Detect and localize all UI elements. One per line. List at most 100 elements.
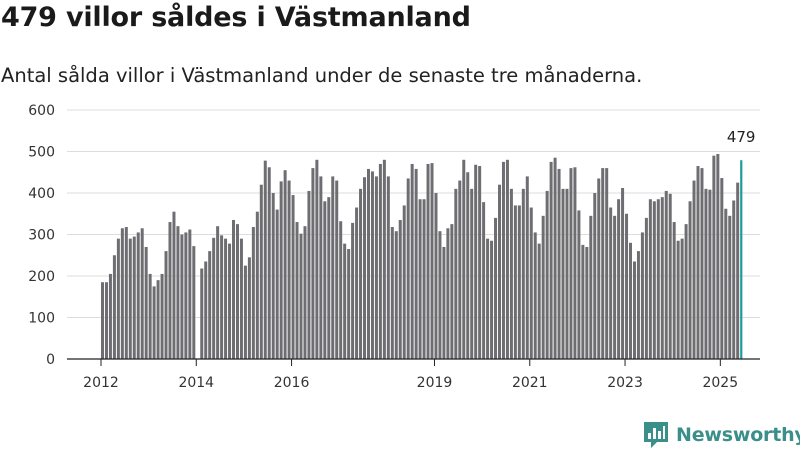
bar bbox=[430, 163, 434, 359]
bar bbox=[239, 238, 243, 359]
bar bbox=[259, 184, 263, 359]
bar bbox=[359, 188, 363, 359]
bar bbox=[613, 215, 617, 359]
chart-subtitle: Antal sålda villor i Västmanland under d… bbox=[1, 64, 643, 87]
bar bbox=[180, 234, 184, 359]
bar bbox=[700, 168, 704, 359]
y-axis-ticks: 0 100 200 300 400 500 600 bbox=[28, 103, 55, 368]
bar bbox=[541, 215, 545, 359]
bar bbox=[486, 238, 490, 359]
bar bbox=[220, 235, 224, 359]
bar bbox=[724, 208, 728, 359]
newsworthy-logo-text: Newsworthy bbox=[676, 424, 800, 446]
bar bbox=[144, 246, 148, 359]
bar bbox=[303, 226, 307, 359]
bar bbox=[263, 160, 267, 359]
bar bbox=[688, 201, 692, 359]
bar bbox=[283, 170, 287, 359]
bar bbox=[136, 232, 140, 359]
bar bbox=[434, 193, 438, 359]
bar bbox=[450, 224, 454, 360]
bar bbox=[482, 202, 486, 359]
bar bbox=[632, 261, 636, 359]
bar bbox=[656, 199, 660, 359]
bar bbox=[525, 176, 529, 359]
bar bbox=[557, 168, 561, 359]
bar bbox=[295, 222, 299, 359]
bar bbox=[212, 237, 216, 359]
bar bbox=[255, 211, 259, 359]
bar bbox=[315, 159, 319, 359]
bar bbox=[363, 177, 367, 359]
bar bbox=[454, 188, 458, 359]
y-tick-label: 300 bbox=[28, 228, 55, 244]
bar bbox=[160, 273, 164, 359]
bar bbox=[347, 249, 351, 359]
bar bbox=[414, 168, 418, 359]
bar bbox=[621, 188, 625, 359]
bar bbox=[490, 240, 494, 359]
y-tick-label: 400 bbox=[28, 186, 55, 202]
bar bbox=[652, 201, 656, 359]
bar bbox=[593, 193, 597, 359]
bar bbox=[561, 188, 565, 359]
y-tick-label: 500 bbox=[28, 145, 55, 161]
bar bbox=[101, 282, 104, 359]
bar bbox=[132, 236, 136, 359]
bar bbox=[247, 257, 251, 359]
bar bbox=[442, 246, 446, 359]
y-tick-label: 0 bbox=[46, 352, 55, 368]
bar bbox=[466, 172, 470, 359]
bar bbox=[680, 238, 684, 359]
bar bbox=[232, 219, 236, 359]
bar bbox=[660, 197, 664, 359]
bar bbox=[299, 233, 303, 359]
bar bbox=[128, 238, 132, 359]
x-tick-label: 2021 bbox=[512, 375, 548, 391]
bar bbox=[625, 213, 629, 359]
bar bbox=[406, 178, 410, 359]
bar bbox=[577, 210, 581, 359]
bar-highlight bbox=[740, 160, 743, 359]
bar bbox=[418, 199, 422, 359]
bar bbox=[339, 221, 343, 359]
bar bbox=[267, 167, 271, 359]
bar bbox=[704, 188, 708, 359]
bar bbox=[565, 188, 569, 359]
bar bbox=[216, 226, 220, 359]
bar bbox=[108, 273, 112, 359]
bar bbox=[343, 243, 347, 359]
bar bbox=[569, 168, 573, 359]
bar bbox=[513, 205, 517, 359]
x-axis-ticks: 2012 2014 2016 2019 2021 2023 2025 bbox=[83, 359, 738, 391]
y-tick-label: 200 bbox=[28, 269, 55, 285]
bar bbox=[235, 224, 239, 360]
newsworthy-logo-icon bbox=[644, 422, 668, 448]
bar bbox=[585, 246, 589, 359]
bar bbox=[537, 243, 541, 359]
chart-title: 479 villor såldes i Västmanland bbox=[1, 2, 471, 33]
bar bbox=[553, 157, 557, 359]
bar bbox=[438, 231, 442, 359]
bar bbox=[498, 184, 501, 359]
last-value-label: 479 bbox=[727, 128, 756, 146]
bar bbox=[184, 232, 188, 359]
bar bbox=[732, 200, 736, 359]
bar bbox=[736, 182, 740, 360]
bar bbox=[692, 180, 696, 359]
bar bbox=[152, 286, 156, 360]
bar bbox=[446, 228, 450, 359]
newsworthy-logo: Newsworthy bbox=[644, 420, 800, 450]
bar bbox=[120, 228, 124, 359]
bar bbox=[378, 163, 382, 359]
x-tick-label: 2016 bbox=[274, 375, 310, 391]
bar bbox=[426, 163, 430, 359]
bar bbox=[521, 188, 525, 359]
bar bbox=[188, 229, 192, 359]
bar bbox=[208, 251, 212, 359]
bar bbox=[140, 228, 144, 359]
bar bbox=[156, 280, 160, 359]
bar bbox=[351, 222, 355, 359]
bar-chart: 0 100 200 300 400 500 600 2012 2014 2016 2019 2021… bbox=[28, 103, 760, 391]
bar bbox=[112, 255, 116, 359]
